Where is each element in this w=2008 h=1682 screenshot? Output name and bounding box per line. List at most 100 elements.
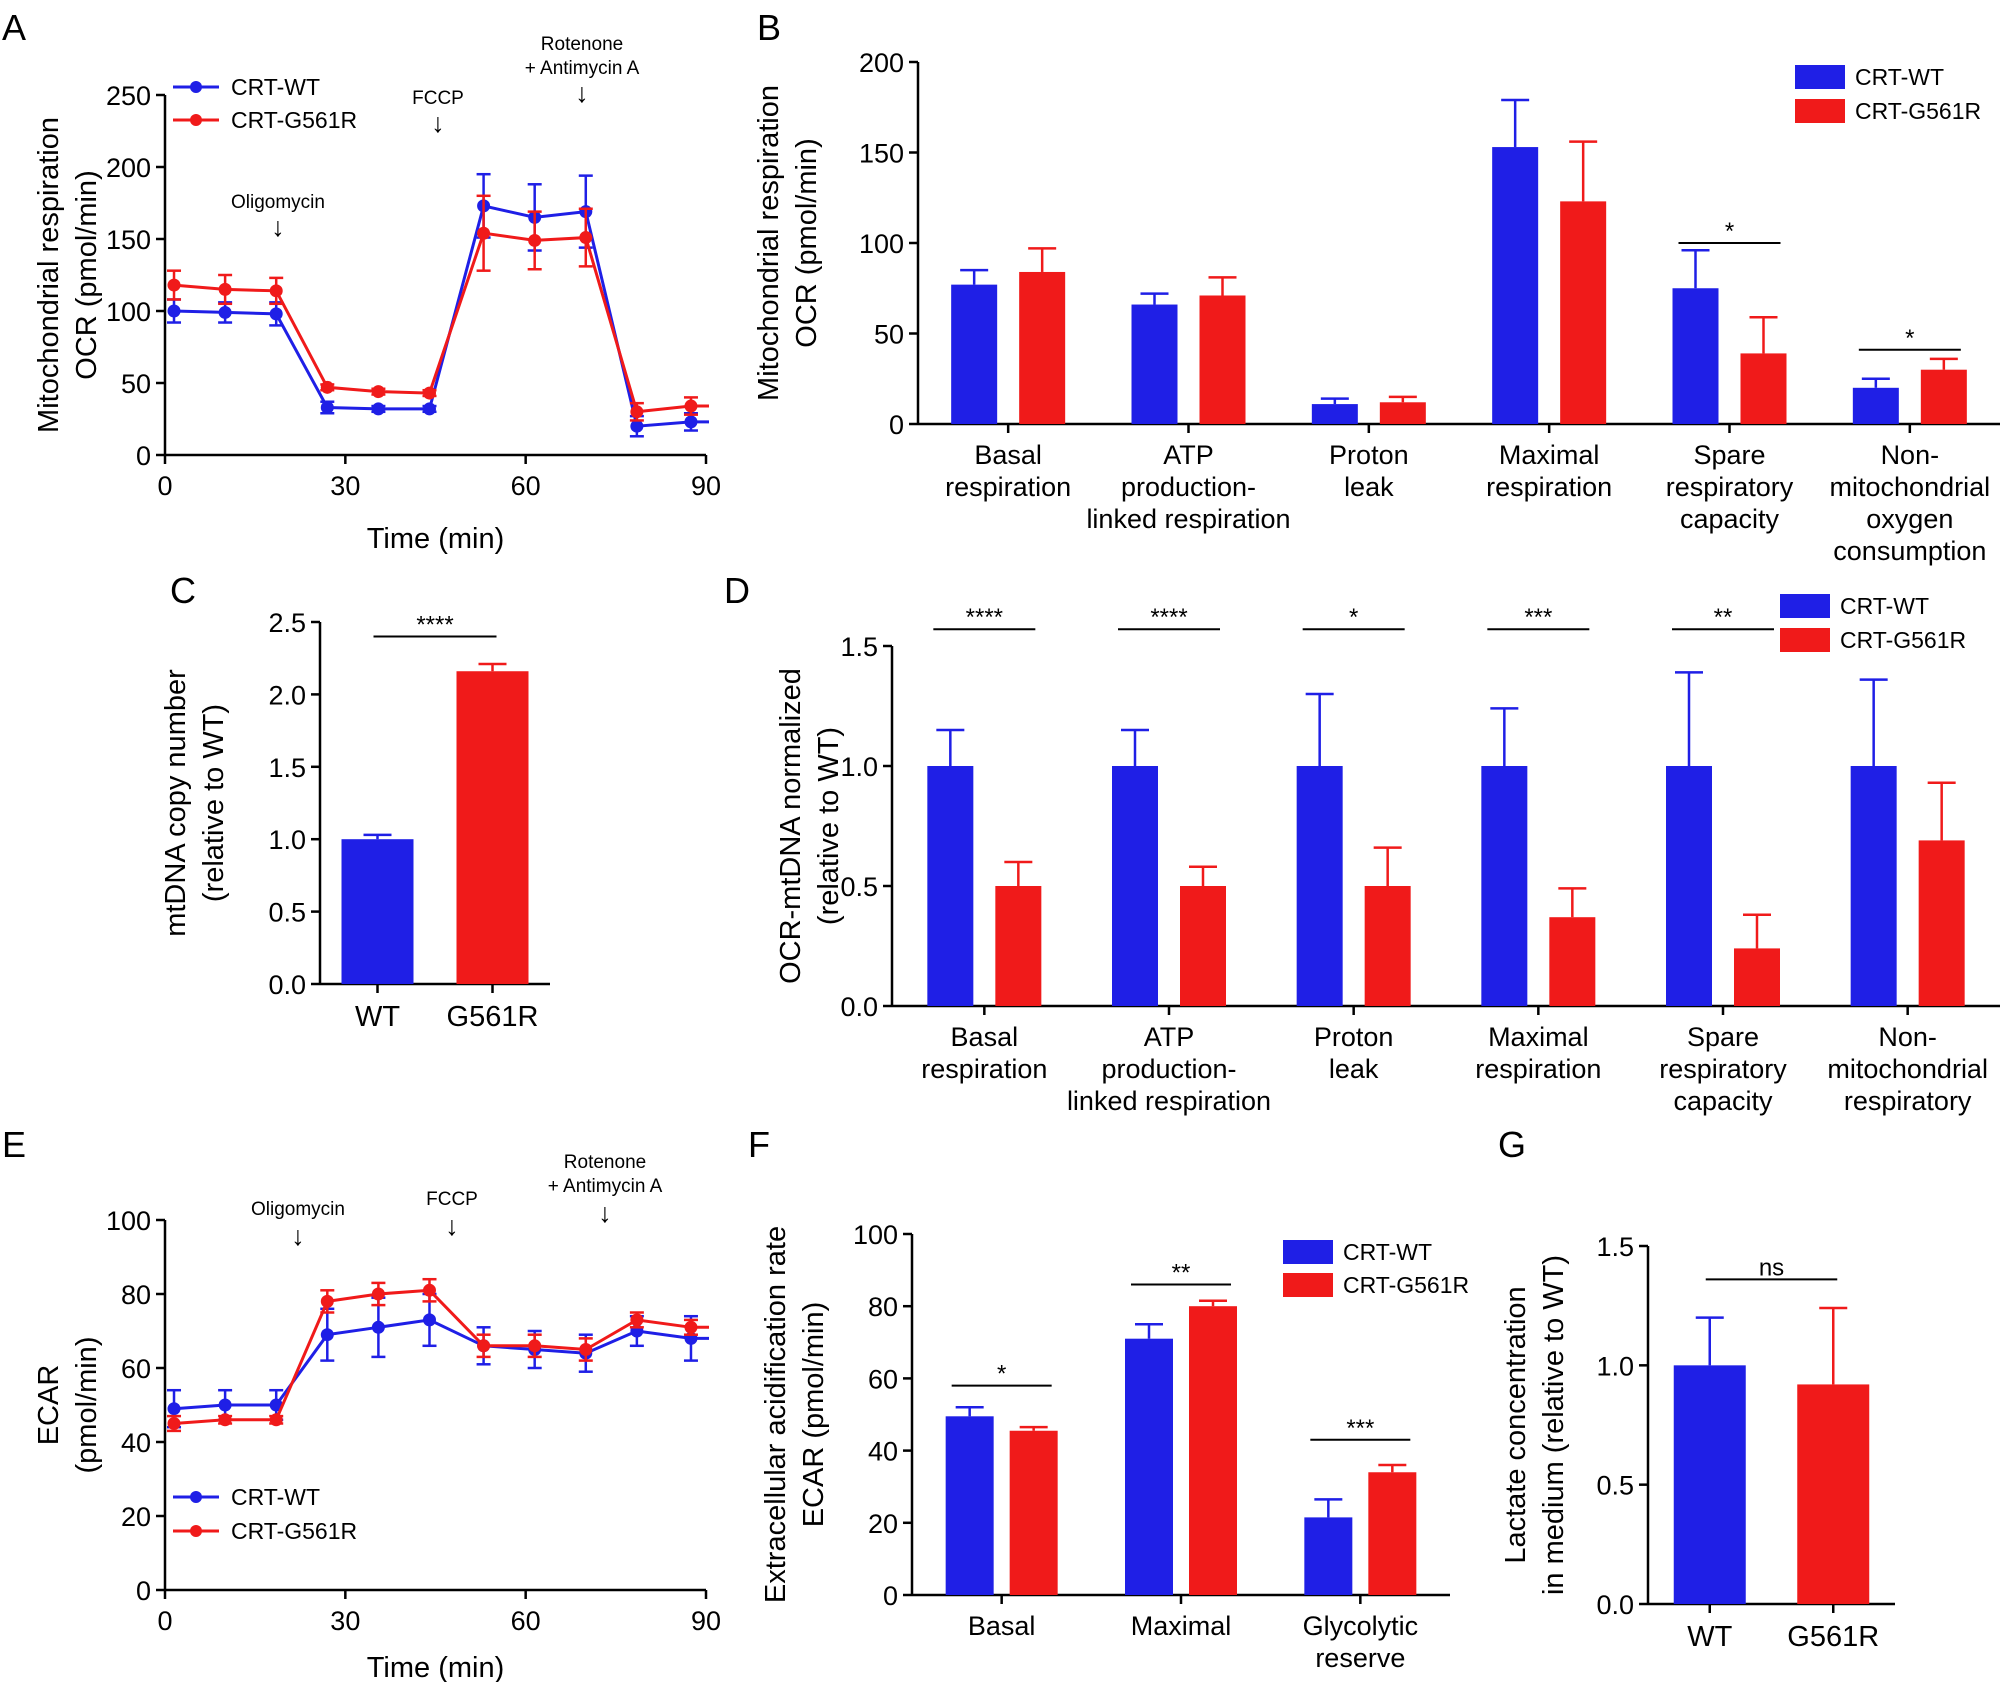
category-label-line: oxygen — [1866, 504, 1953, 534]
annotation-line: + Antimycin A — [548, 1176, 663, 1197]
y-tick-label: 0 — [883, 1581, 898, 1611]
significance-label: **** — [1150, 604, 1187, 631]
significance-label: * — [1349, 604, 1358, 631]
panel-G: G 0.0 0.5 1.0 1.5 Lactate concentration in med… — [1498, 1124, 1895, 1653]
significance-label: ** — [1172, 1260, 1191, 1287]
annotation-line: Oligomycin — [251, 1199, 345, 1220]
category-label-line: mitochondrial — [1830, 472, 1991, 502]
category-label-line: respiratory — [1844, 1086, 1972, 1116]
panel-D: D 0.0 0.5 1.0 1.5 OCR-mtDNA normalized (relati… — [724, 570, 2000, 1116]
bar-CRT-WT — [927, 766, 974, 1006]
y-tick-label: 40 — [121, 1428, 151, 1458]
y-tick-label: 100 — [853, 1220, 898, 1250]
panel-label: F — [748, 1124, 770, 1165]
panel-label: D — [724, 570, 750, 611]
category-label-line: leak — [1329, 1054, 1379, 1084]
bar-CRT-G561R — [1189, 1306, 1237, 1595]
bar-CRT-G561R — [1364, 886, 1411, 1006]
y-tick-label: 1.0 — [268, 825, 306, 855]
y-axis-label: Mitochondrial respiration — [33, 117, 65, 433]
category-label-line: Spare — [1687, 1022, 1759, 1052]
legend-label: CRT-WT — [1343, 1239, 1432, 1265]
significance-label: * — [997, 1361, 1006, 1388]
category-label: WT — [355, 1001, 400, 1033]
y-tick-label: 0.0 — [1596, 1590, 1634, 1620]
category-label-line: respiratory — [1659, 1054, 1787, 1084]
significance-label: ** — [1714, 604, 1733, 631]
category-label-line: Basal — [974, 440, 1042, 470]
annotation-line: FCCP — [426, 1189, 478, 1210]
data-point — [477, 226, 491, 240]
y-tick-label: 0 — [889, 410, 904, 440]
data-point — [371, 1287, 385, 1301]
x-tick-label: 90 — [691, 471, 721, 501]
y-tick-label: 60 — [121, 1354, 151, 1384]
annotation-line: + Antimycin A — [525, 58, 640, 79]
significance-label: **** — [966, 604, 1003, 631]
data-point — [371, 402, 385, 416]
x-tick-label: 60 — [511, 471, 541, 501]
panel-C: C 0.0 0.5 1.0 1.5 2.0 2.5 mtDNA copy number (rel… — [160, 570, 550, 1033]
category-label-line: Non- — [1881, 440, 1940, 470]
data-point — [422, 402, 436, 416]
bar-CRT-G561R — [1379, 402, 1426, 424]
category-label-line: mitochondrial — [1827, 1054, 1988, 1084]
category-label-line: Glycolytic — [1303, 1611, 1419, 1641]
bar-CRT-G561R — [1549, 917, 1596, 1006]
annotation-arrow: ↓ — [598, 1198, 612, 1228]
data-point — [684, 1320, 698, 1334]
data-point — [269, 284, 283, 298]
y-tick-label: 0 — [136, 441, 151, 471]
data-point — [320, 1328, 334, 1342]
category-label-line: Proton — [1329, 440, 1409, 470]
bar-CRT-WT — [1850, 766, 1897, 1006]
legend-label: CRT-G561R — [231, 107, 357, 133]
bar-CRT-G561R — [1019, 271, 1066, 424]
bar-CRT-G561R — [1199, 295, 1246, 424]
category-label-line: capacity — [1673, 1086, 1773, 1116]
data-point — [684, 399, 698, 413]
significance-label: *** — [1524, 604, 1552, 631]
significance-label: **** — [416, 611, 453, 638]
data-point — [167, 1402, 181, 1416]
legend-label: CRT-G561R — [1855, 98, 1981, 124]
category-label-line: ATP — [1144, 1022, 1195, 1052]
data-point — [167, 1417, 181, 1430]
data-point — [630, 405, 644, 419]
y-tick-label: 1.0 — [1596, 1351, 1634, 1381]
y-axis-label: ECAR — [33, 1365, 65, 1446]
data-point — [218, 305, 232, 319]
y-tick-label: 0.0 — [268, 970, 306, 1000]
series-line-CRT-WT — [173, 1318, 709, 1411]
data-point — [579, 1343, 593, 1356]
bar-CRT-G561R — [1560, 201, 1607, 424]
data-point — [684, 415, 698, 429]
category-label: G561R — [447, 1001, 539, 1033]
data-point — [477, 1339, 491, 1353]
category-label-line: respiratory — [1666, 472, 1794, 502]
legend-swatch — [1283, 1273, 1333, 1297]
bar-CRT-WT — [1131, 304, 1178, 424]
category-label-line: Proton — [1314, 1022, 1394, 1052]
bar-CRT-G561R — [1920, 369, 1967, 424]
annotation-line: FCCP — [412, 88, 464, 109]
y-tick-label: 0 — [136, 1576, 151, 1606]
legend-marker — [190, 1491, 202, 1503]
y-tick-label: 50 — [121, 369, 151, 399]
data-point — [630, 1313, 644, 1327]
category-label-line: leak — [1344, 472, 1394, 502]
y-tick-label: 0.5 — [840, 872, 878, 902]
annotation-arrow: ↓ — [575, 78, 589, 108]
y-axis-label: OCR-mtDNA normalized — [775, 668, 807, 984]
bar-CRT-WT — [1311, 404, 1358, 424]
annotation-arrow: ↓ — [431, 108, 445, 138]
legend-swatch — [1780, 594, 1830, 618]
y-tick-label: 40 — [868, 1437, 898, 1467]
y-axis-label: Lactate concentration — [1500, 1286, 1532, 1563]
data-point — [422, 1283, 436, 1297]
y-tick-label: 2.5 — [268, 608, 306, 638]
legend-label: CRT-WT — [231, 1484, 320, 1510]
series-line-CRT-G561R — [173, 231, 709, 414]
x-tick-label: 60 — [511, 1606, 541, 1636]
category-label-line: Basal — [951, 1022, 1019, 1052]
